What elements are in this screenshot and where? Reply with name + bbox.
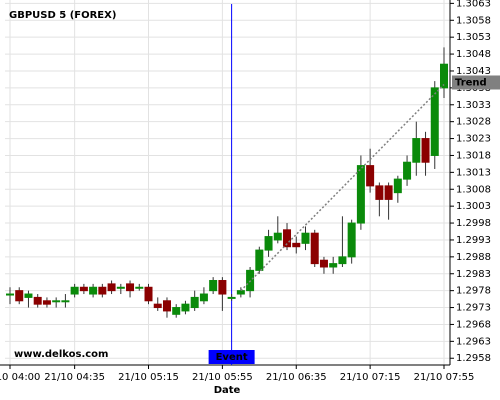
candle-body bbox=[144, 286, 153, 302]
candle-body bbox=[430, 87, 439, 156]
candle-body bbox=[135, 286, 144, 289]
y-tick-label: 1.2968 bbox=[456, 319, 491, 330]
chart-title: GBPUSD 5 (FOREX) bbox=[9, 10, 116, 21]
candle-body bbox=[310, 232, 319, 265]
y-tick-label: 1.3063 bbox=[456, 0, 491, 9]
y-tick-label: 1.3043 bbox=[456, 66, 491, 77]
candle-body bbox=[162, 300, 171, 312]
x-tick-label: 21/10 06:35 bbox=[266, 372, 327, 383]
candle-body bbox=[283, 229, 292, 248]
candle-body bbox=[440, 63, 448, 89]
y-tick-label: 1.3028 bbox=[456, 117, 491, 128]
event-label: Event bbox=[216, 352, 248, 363]
y-tick-label: 1.3058 bbox=[456, 15, 491, 26]
candle-body bbox=[403, 161, 412, 180]
candle-body bbox=[116, 286, 125, 289]
candle-body bbox=[264, 236, 273, 251]
candle-body bbox=[190, 296, 199, 309]
trend-line bbox=[240, 83, 445, 292]
x-tick-label: 21/10 05:55 bbox=[192, 372, 253, 383]
candle-body bbox=[79, 286, 88, 292]
x-tick-label: 21/10 04:35 bbox=[44, 372, 105, 383]
y-tick-label: 1.3003 bbox=[456, 201, 491, 212]
candle-body bbox=[236, 290, 245, 295]
candle-body bbox=[33, 296, 42, 305]
candle-body bbox=[24, 293, 33, 298]
candle-body bbox=[421, 138, 430, 163]
candle-body bbox=[218, 280, 227, 295]
candle-body bbox=[126, 283, 135, 292]
y-tick-label: 1.3013 bbox=[456, 167, 491, 178]
candle-body bbox=[227, 296, 236, 299]
y-tick-label: 1.2998 bbox=[456, 218, 491, 229]
y-tick-label: 1.2963 bbox=[456, 336, 491, 347]
candle-body bbox=[393, 178, 402, 194]
trend-label: Trend bbox=[455, 77, 487, 88]
candle-body bbox=[15, 290, 24, 302]
y-tick-label: 1.3048 bbox=[456, 49, 491, 60]
candle-body bbox=[89, 286, 98, 295]
candle-body bbox=[98, 286, 107, 295]
candle-body bbox=[366, 165, 375, 187]
candle-body bbox=[338, 256, 347, 265]
x-axis-title: Date bbox=[214, 385, 241, 396]
candle-body bbox=[412, 138, 421, 163]
candle-body bbox=[301, 232, 310, 244]
candle-body bbox=[42, 300, 51, 305]
candle-body bbox=[209, 280, 218, 292]
candle-body bbox=[52, 300, 61, 303]
y-tick-label: 1.2983 bbox=[456, 269, 491, 280]
candle-body bbox=[319, 259, 328, 268]
candle-body bbox=[181, 303, 190, 312]
event-label-box bbox=[208, 350, 255, 364]
x-tick-label: 21/10 07:15 bbox=[340, 372, 401, 383]
candle-body bbox=[172, 307, 181, 315]
x-tick-label: 21/10 05:15 bbox=[118, 372, 179, 383]
candle-body bbox=[329, 263, 338, 268]
x-tick-label: 21/10 04:00 bbox=[0, 372, 40, 383]
x-tick-label: 21/10 07:55 bbox=[414, 372, 475, 383]
candle-body bbox=[6, 293, 14, 296]
candle-body bbox=[107, 283, 116, 292]
y-tick-label: 1.2988 bbox=[456, 252, 491, 263]
candle-body bbox=[273, 232, 282, 241]
y-tick-label: 1.3018 bbox=[456, 150, 491, 161]
y-tick-label: 1.3053 bbox=[456, 32, 491, 43]
y-tick-label: 1.2978 bbox=[456, 286, 491, 297]
candle-body bbox=[384, 185, 393, 200]
y-tick-label: 1.3023 bbox=[456, 134, 491, 145]
y-tick-label: 1.3008 bbox=[456, 184, 491, 195]
candle-body bbox=[255, 249, 264, 271]
watermark: www.delkos.com bbox=[14, 349, 108, 360]
candle-body bbox=[199, 293, 208, 302]
trend-label-box bbox=[452, 75, 500, 90]
candle-body bbox=[292, 242, 301, 248]
y-tick-label: 1.2993 bbox=[456, 235, 491, 246]
candle-body bbox=[347, 222, 356, 258]
y-tick-label: 1.3033 bbox=[456, 100, 491, 111]
candle-body bbox=[61, 300, 70, 303]
candle-body bbox=[375, 185, 384, 200]
candle-body bbox=[70, 286, 79, 295]
y-tick-label: 1.2973 bbox=[456, 303, 491, 314]
y-tick-label: 1.2958 bbox=[456, 353, 491, 364]
candle-body bbox=[153, 303, 162, 309]
candle-body bbox=[356, 165, 365, 224]
